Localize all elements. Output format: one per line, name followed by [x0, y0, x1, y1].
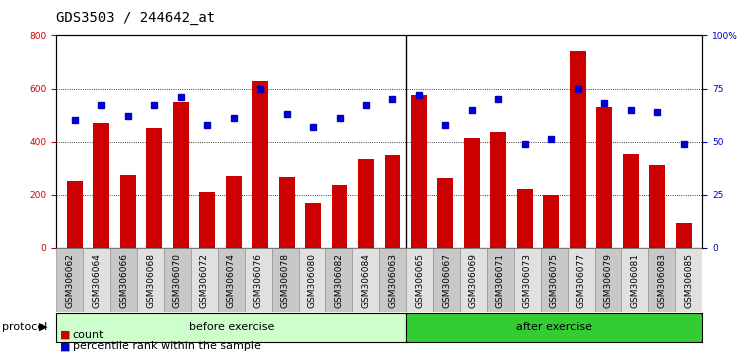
Bar	[490, 132, 506, 248]
Bar	[379, 248, 406, 312]
Text: GSM306080: GSM306080	[307, 253, 316, 308]
Bar	[514, 248, 541, 312]
Bar	[146, 129, 162, 248]
Text: count: count	[73, 330, 104, 339]
Text: GSM306074: GSM306074	[227, 253, 236, 308]
Bar	[541, 248, 568, 312]
Bar	[570, 51, 586, 248]
Text: GSM306073: GSM306073	[523, 253, 532, 308]
Text: GSM306072: GSM306072	[200, 253, 209, 308]
Bar	[93, 123, 109, 248]
Text: GSM306084: GSM306084	[361, 253, 370, 308]
Bar	[596, 107, 612, 248]
Bar	[299, 248, 325, 312]
Text: GSM306071: GSM306071	[496, 253, 505, 308]
Text: GSM306068: GSM306068	[146, 253, 155, 308]
Text: percentile rank within the sample: percentile rank within the sample	[73, 341, 261, 351]
Bar	[595, 248, 622, 312]
Text: GSM306070: GSM306070	[173, 253, 182, 308]
Bar	[433, 248, 460, 312]
Bar	[218, 248, 245, 312]
Text: GSM306075: GSM306075	[550, 253, 559, 308]
Text: GSM306076: GSM306076	[254, 253, 263, 308]
Bar	[110, 248, 137, 312]
Bar	[487, 248, 514, 312]
Text: GSM306081: GSM306081	[630, 253, 639, 308]
Text: GSM306083: GSM306083	[657, 253, 666, 308]
Bar	[120, 175, 136, 248]
Bar	[67, 181, 83, 248]
Text: GSM306078: GSM306078	[281, 253, 290, 308]
Text: GSM306069: GSM306069	[469, 253, 478, 308]
Bar	[460, 248, 487, 312]
Text: GSM306065: GSM306065	[415, 253, 424, 308]
Text: GSM306066: GSM306066	[119, 253, 128, 308]
Text: after exercise: after exercise	[516, 322, 593, 332]
Text: before exercise: before exercise	[189, 322, 274, 332]
Bar	[137, 248, 164, 312]
Bar	[83, 248, 110, 312]
Bar	[199, 192, 215, 248]
Bar	[438, 178, 454, 248]
Bar	[272, 248, 299, 312]
Bar	[385, 155, 400, 248]
Bar	[544, 195, 559, 248]
Bar	[56, 248, 83, 312]
Bar	[164, 248, 191, 312]
Bar	[648, 248, 675, 312]
Text: GSM306067: GSM306067	[442, 253, 451, 308]
Text: GSM306077: GSM306077	[577, 253, 586, 308]
Bar	[622, 248, 648, 312]
Bar	[279, 177, 294, 248]
Text: protocol: protocol	[2, 322, 47, 332]
Bar	[623, 154, 638, 248]
Text: GSM306079: GSM306079	[604, 253, 613, 308]
Text: GSM306064: GSM306064	[92, 253, 101, 308]
Text: ■: ■	[60, 341, 71, 351]
Bar	[245, 248, 272, 312]
Bar	[650, 166, 665, 248]
Bar	[173, 102, 189, 248]
Text: GSM306082: GSM306082	[334, 253, 343, 308]
Bar	[191, 248, 218, 312]
Bar	[305, 203, 321, 248]
Text: ▶: ▶	[39, 322, 47, 332]
Bar	[406, 248, 433, 312]
Bar	[411, 95, 427, 248]
Bar	[226, 176, 242, 248]
Text: GSM306062: GSM306062	[65, 253, 74, 308]
Bar	[252, 81, 268, 248]
Bar	[464, 138, 480, 248]
Bar	[352, 248, 379, 312]
Bar	[675, 248, 702, 312]
Bar	[568, 248, 595, 312]
Bar	[358, 159, 374, 248]
Text: GSM306085: GSM306085	[684, 253, 693, 308]
Text: GDS3503 / 244642_at: GDS3503 / 244642_at	[56, 11, 216, 25]
Bar	[332, 185, 348, 248]
Bar	[676, 223, 692, 248]
Bar	[325, 248, 352, 312]
Text: ■: ■	[60, 330, 71, 339]
Bar	[517, 189, 532, 248]
Text: GSM306063: GSM306063	[388, 253, 397, 308]
